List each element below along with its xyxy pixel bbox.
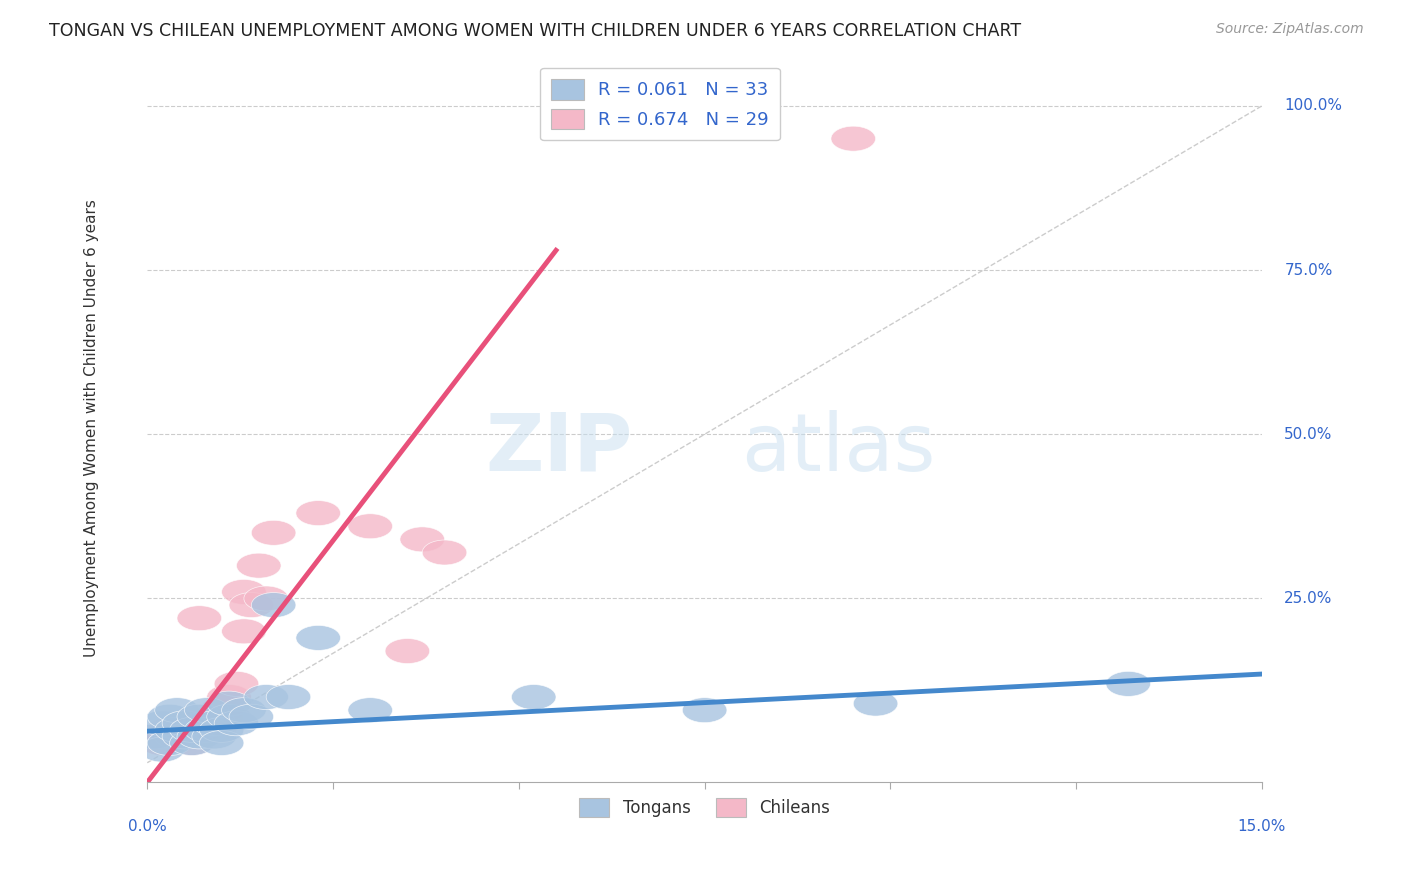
Ellipse shape [162,717,207,742]
Ellipse shape [207,684,252,709]
Ellipse shape [200,731,243,756]
Ellipse shape [252,520,295,545]
Ellipse shape [170,717,214,742]
Ellipse shape [184,698,229,723]
Ellipse shape [177,606,222,631]
Ellipse shape [191,711,236,736]
Ellipse shape [200,705,243,730]
Ellipse shape [162,724,207,749]
Ellipse shape [148,705,191,730]
Ellipse shape [177,724,222,749]
Ellipse shape [155,717,200,742]
Ellipse shape [200,717,243,742]
Ellipse shape [252,592,295,617]
Ellipse shape [191,717,236,742]
Ellipse shape [184,705,229,730]
Ellipse shape [191,724,236,749]
Text: 50.0%: 50.0% [1284,426,1333,442]
Ellipse shape [385,639,430,664]
Ellipse shape [207,691,252,716]
Ellipse shape [222,698,266,723]
Ellipse shape [170,731,214,756]
Ellipse shape [139,731,184,756]
Ellipse shape [347,514,392,539]
Ellipse shape [512,684,555,709]
Ellipse shape [243,586,288,611]
Ellipse shape [222,619,266,644]
Ellipse shape [229,592,274,617]
Ellipse shape [422,540,467,565]
Ellipse shape [1107,672,1150,697]
Text: TONGAN VS CHILEAN UNEMPLOYMENT AMONG WOMEN WITH CHILDREN UNDER 6 YEARS CORRELATI: TONGAN VS CHILEAN UNEMPLOYMENT AMONG WOM… [49,22,1021,40]
Ellipse shape [295,625,340,650]
Text: Source: ZipAtlas.com: Source: ZipAtlas.com [1216,22,1364,37]
Ellipse shape [170,731,214,756]
Ellipse shape [155,724,200,749]
Text: 75.0%: 75.0% [1284,262,1333,277]
Text: atlas: atlas [741,410,935,488]
Legend: Tongans, Chileans: Tongans, Chileans [572,791,837,823]
Text: 15.0%: 15.0% [1237,819,1286,833]
Text: Unemployment Among Women with Children Under 6 years: Unemployment Among Women with Children U… [84,199,98,657]
Ellipse shape [229,705,274,730]
Ellipse shape [139,737,184,762]
Text: 100.0%: 100.0% [1284,98,1343,113]
Ellipse shape [236,553,281,578]
Ellipse shape [222,580,266,605]
Ellipse shape [207,691,252,716]
Ellipse shape [214,711,259,736]
Ellipse shape [148,731,191,756]
Ellipse shape [139,711,184,736]
Ellipse shape [177,705,222,730]
Text: ZIP: ZIP [485,410,633,488]
Ellipse shape [347,698,392,723]
Ellipse shape [200,698,243,723]
Ellipse shape [177,717,222,742]
Ellipse shape [162,711,207,736]
Ellipse shape [184,717,229,742]
Ellipse shape [184,711,229,736]
Ellipse shape [295,500,340,525]
Ellipse shape [155,698,200,723]
Ellipse shape [148,717,191,742]
Ellipse shape [132,724,177,749]
Ellipse shape [243,684,288,709]
Ellipse shape [266,684,311,709]
Ellipse shape [132,724,177,749]
Text: 25.0%: 25.0% [1284,591,1333,606]
Ellipse shape [399,527,444,552]
Ellipse shape [682,698,727,723]
Text: 0.0%: 0.0% [128,819,167,833]
Ellipse shape [207,705,252,730]
Ellipse shape [853,691,898,716]
Ellipse shape [162,711,207,736]
Ellipse shape [831,126,876,151]
Ellipse shape [214,672,259,697]
